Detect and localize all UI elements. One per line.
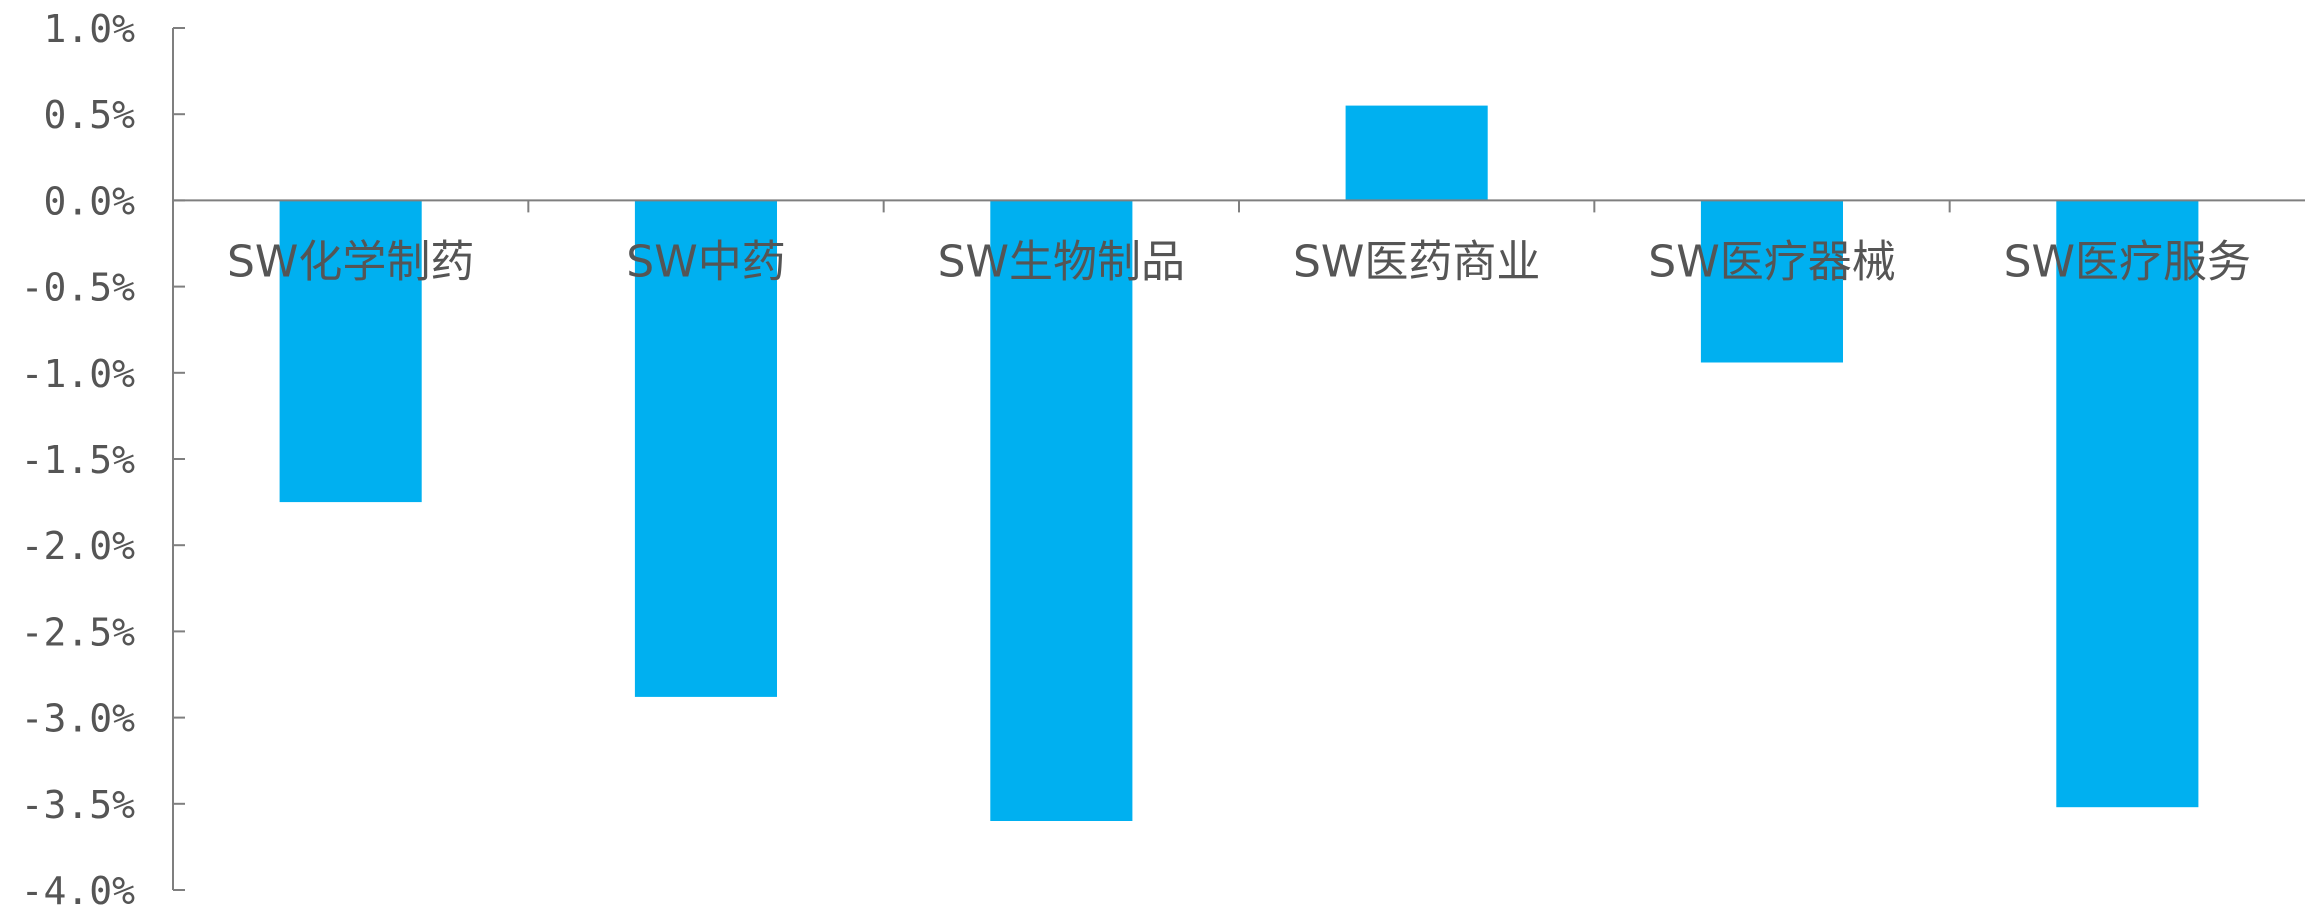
y-tick-label: -1.5% [21,438,136,482]
y-tick-label: 1.0% [43,7,135,51]
x-category-label: SW医疗服务 [2004,236,2251,287]
bar [279,200,422,503]
y-tick-label: 0.5% [43,93,135,137]
bars-layer [279,105,2199,821]
x-category-label: SW医疗器械 [1648,236,1895,287]
axes-layer [172,27,2305,891]
y-tick-label: 0.0% [43,179,135,223]
bar [990,200,1133,821]
labels-layer: 1.0% 0.5% 0.0% -0.5% -1.0% -1.5% -2.0% -2.5% -3.… [21,7,2251,910]
x-category-label: SW化学制药 [227,236,474,287]
x-category-label: SW中药 [626,236,785,287]
x-category-label: SW医药商业 [1293,236,1540,287]
y-tick-label: -2.5% [21,610,136,654]
y-tick-label: -0.5% [21,266,136,310]
y-tick-label: -3.0% [21,697,136,741]
y-tick-label: -2.0% [21,524,136,568]
bar [634,200,777,697]
y-tick-label: -3.5% [21,783,136,827]
y-tick-label: -1.0% [21,352,136,396]
y-tick-label: -4.0% [21,869,136,910]
bar [2056,200,2199,808]
bar [1700,200,1843,363]
bar [1345,105,1488,201]
x-category-label: SW生物制品 [938,236,1185,287]
